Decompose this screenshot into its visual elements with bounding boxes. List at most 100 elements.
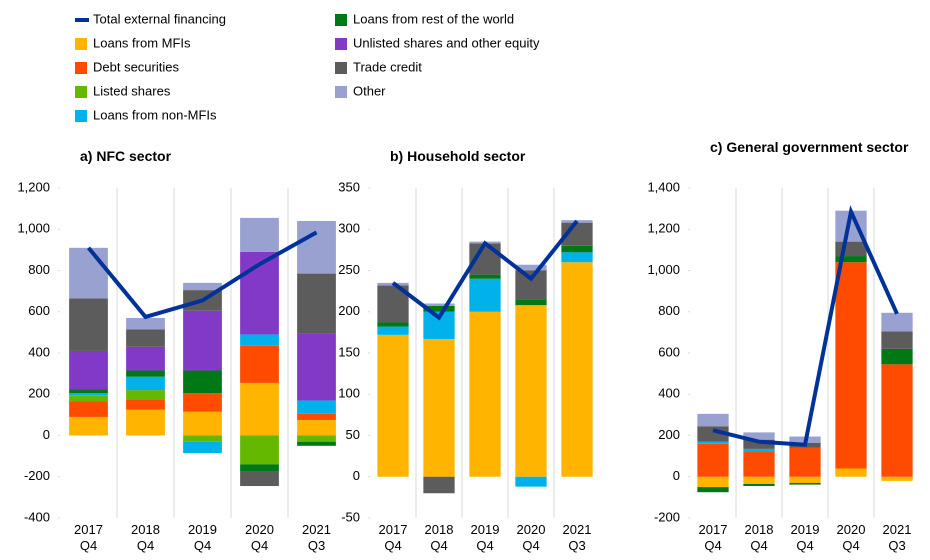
bar-segment xyxy=(69,401,108,417)
bar-segment xyxy=(743,448,775,452)
total-line xyxy=(391,219,579,321)
y-tick-label: -50 xyxy=(341,509,360,524)
bar-segment xyxy=(697,441,729,444)
bar-segment xyxy=(423,338,455,477)
legend-swatch xyxy=(335,38,347,50)
bar-segment xyxy=(789,447,821,477)
bar-segment xyxy=(881,312,913,332)
bar-segment xyxy=(743,439,775,449)
bar-segment xyxy=(697,443,729,477)
x-tick-label: 2019 Q4 xyxy=(188,522,217,553)
bar-segment xyxy=(126,329,165,347)
bar-segment xyxy=(126,376,165,391)
bar-segment xyxy=(423,303,455,306)
legend-label: Other xyxy=(353,83,386,98)
bar-segment xyxy=(183,411,222,436)
bar-segment xyxy=(240,471,279,487)
bar-segment xyxy=(297,400,336,414)
bar-segment xyxy=(126,370,165,377)
x-tick-label: 2020 Q4 xyxy=(245,522,274,553)
y-tick-label: 400 xyxy=(28,344,50,359)
bar-segment xyxy=(697,487,729,493)
bar-segment xyxy=(835,256,867,263)
bar-segment xyxy=(126,317,165,330)
bar-segment xyxy=(240,464,279,472)
bar-segment xyxy=(297,413,336,421)
x-tick-label: 2018 Q4 xyxy=(131,522,160,553)
panel-title: a) NFC sector xyxy=(80,148,172,164)
y-tick-label: 100 xyxy=(338,386,360,401)
bar-segment xyxy=(183,435,222,442)
legend-swatch xyxy=(335,86,347,98)
legend-swatch xyxy=(335,62,347,74)
bar-segment xyxy=(697,413,729,427)
bar-segment xyxy=(126,390,165,400)
bar-segment xyxy=(69,298,108,351)
bar-segment xyxy=(697,476,729,488)
panel-title: c) General government sector xyxy=(710,139,909,155)
x-tick-label: 2021 Q3 xyxy=(882,522,912,553)
bar-segment xyxy=(377,334,409,477)
panel-title: b) Household sector xyxy=(390,148,526,164)
y-tick-label: -200 xyxy=(654,509,680,524)
x-tick-label: 2020 Q4 xyxy=(516,522,546,553)
x-tick-label: 2020 Q4 xyxy=(836,522,866,553)
bar-segment xyxy=(743,452,775,477)
bar-segment xyxy=(240,382,279,436)
y-tick-label: 600 xyxy=(658,344,680,359)
y-tick-label: 300 xyxy=(338,221,360,236)
bar-segment xyxy=(515,305,547,477)
bar-segment xyxy=(835,241,867,257)
bar-segment xyxy=(515,476,547,487)
bar-segment xyxy=(469,278,501,312)
bar-segment xyxy=(69,389,108,394)
x-tick-label: 2017 Q4 xyxy=(698,522,728,553)
legend-swatch xyxy=(335,14,347,26)
legend-label: Unlisted shares and other equity xyxy=(353,35,540,50)
bar-segment xyxy=(69,350,108,390)
bar-segment xyxy=(377,326,409,335)
x-tick-label: 2021 Q3 xyxy=(302,522,331,553)
bar-segment xyxy=(743,432,775,440)
bar-segment xyxy=(789,482,821,485)
bar-segment xyxy=(377,322,409,327)
total-line xyxy=(86,230,318,320)
y-tick-label: 200 xyxy=(658,427,680,442)
y-tick-label: -400 xyxy=(24,509,50,524)
bar-segment xyxy=(183,310,222,371)
bar-segment xyxy=(297,221,336,274)
y-tick-label: 800 xyxy=(28,262,50,277)
bar-segment xyxy=(240,217,279,252)
bar-segment xyxy=(469,274,501,279)
bar-segment xyxy=(126,409,165,436)
bar-segment xyxy=(469,311,501,477)
y-tick-label: 800 xyxy=(658,303,680,318)
y-tick-label: 200 xyxy=(28,386,50,401)
bar-segment xyxy=(743,483,775,487)
bar-segment xyxy=(183,393,222,412)
bar-segment xyxy=(69,395,108,402)
bar-segment xyxy=(697,426,729,442)
bar-segment xyxy=(297,441,336,446)
bar-segment xyxy=(183,370,222,394)
y-tick-label: 600 xyxy=(28,303,50,318)
bar-segment xyxy=(881,331,913,349)
bar-segment xyxy=(835,262,867,469)
bar-segment xyxy=(69,416,108,436)
bar-segment xyxy=(789,476,821,483)
legend-swatch xyxy=(75,38,87,50)
y-tick-label: 0 xyxy=(353,468,360,483)
legend-label: Trade credit xyxy=(353,59,422,74)
bar-segment xyxy=(423,476,455,494)
y-tick-label: -200 xyxy=(24,468,50,483)
bar-segment xyxy=(297,273,336,334)
bar-segment xyxy=(69,247,108,299)
x-tick-label: 2021 Q3 xyxy=(562,522,592,553)
bar-segment xyxy=(515,264,547,271)
bar-segment xyxy=(561,262,593,477)
y-tick-label: 1,200 xyxy=(647,221,680,236)
y-tick-label: 1,200 xyxy=(17,179,50,194)
x-tick-label: 2017 Q4 xyxy=(378,522,408,553)
bar-segment xyxy=(881,348,913,365)
